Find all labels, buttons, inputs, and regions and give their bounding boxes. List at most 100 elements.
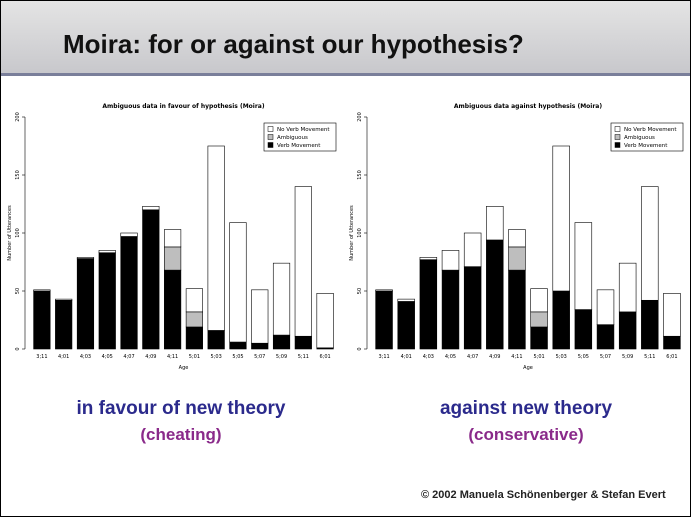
bar	[397, 298, 415, 302]
y-tick-label: 200	[15, 112, 21, 122]
legend-swatch	[267, 142, 274, 148]
x-tick-label: 4;05	[445, 354, 456, 360]
bar	[55, 298, 73, 301]
bar	[641, 299, 659, 350]
x-tick-label: 5;09	[276, 354, 287, 360]
y-axis-label: Number of Utterances	[7, 205, 13, 261]
y-tick-label: 0	[15, 347, 21, 350]
legend-label: No Verb Movement	[624, 127, 677, 133]
bar	[530, 311, 548, 328]
bar	[251, 289, 269, 344]
x-tick-label: 5;01	[189, 354, 200, 360]
bar	[164, 246, 182, 271]
chart-title: Ambiguous data against hypothesis (Moira…	[454, 103, 602, 110]
bar	[33, 290, 51, 350]
bar	[185, 326, 203, 350]
y-tick-label: 50	[357, 288, 363, 294]
legend-label: No Verb Movement	[277, 127, 330, 133]
bar	[552, 145, 570, 292]
y-tick-label: 200	[357, 112, 363, 122]
x-tick-label: 3;11	[36, 354, 47, 360]
legend-label: Verb Movement	[277, 143, 321, 149]
y-tick-label: 150	[15, 170, 21, 180]
bar	[574, 222, 593, 310]
legend-swatch	[267, 126, 274, 132]
legend-swatch	[267, 134, 274, 140]
bar	[98, 250, 116, 254]
legend-label: Ambiguous	[277, 135, 308, 141]
bar	[316, 293, 334, 349]
bar	[618, 311, 637, 350]
bar	[508, 269, 526, 350]
bar	[441, 269, 460, 350]
bar	[596, 289, 615, 325]
bar	[142, 206, 160, 211]
x-axis-label: Age	[179, 365, 189, 371]
bar	[207, 145, 225, 331]
bar	[530, 326, 548, 350]
bar	[229, 341, 247, 350]
x-tick-label: 4;07	[123, 354, 134, 360]
x-tick-label: 4;09	[489, 354, 500, 360]
y-tick-label: 100	[357, 228, 363, 238]
y-tick-label: 50	[15, 288, 21, 294]
bar	[596, 324, 615, 350]
legend-label: Verb Movement	[624, 143, 668, 149]
bar	[641, 186, 659, 301]
bar	[574, 309, 593, 350]
x-tick-label: 5;11	[644, 354, 655, 360]
bar	[185, 311, 203, 328]
footer: © 2002 Manuela Schönenberger & Stefan Ev…	[421, 489, 666, 501]
bar	[229, 222, 247, 343]
bar	[272, 262, 291, 336]
legend-box	[610, 122, 684, 152]
y-tick-label: 150	[357, 170, 363, 180]
bar	[419, 259, 438, 350]
bar	[441, 250, 460, 271]
bar	[508, 229, 526, 248]
bar	[76, 258, 95, 350]
bar	[98, 252, 116, 350]
bar	[463, 266, 482, 350]
bar	[55, 299, 73, 350]
x-tick-label: 4;01	[58, 354, 69, 360]
bar	[185, 288, 203, 313]
bar	[375, 289, 393, 292]
x-tick-label: 4;01	[401, 354, 412, 360]
bar	[486, 239, 504, 350]
x-tick-label: 4;11	[511, 354, 522, 360]
legend-label: Ambiguous	[624, 135, 655, 141]
x-tick-label: 4;11	[167, 354, 178, 360]
x-tick-label: 5;05	[578, 354, 589, 360]
x-tick-label: 6;01	[319, 354, 330, 360]
charts: Ambiguous data in favour of hypothesis (…	[7, 103, 684, 371]
y-tick-label: 0	[357, 347, 363, 350]
bar	[251, 342, 269, 350]
bar	[294, 335, 312, 350]
bar	[120, 232, 138, 237]
bar	[552, 290, 570, 350]
x-tick-label: 5;03	[211, 354, 222, 360]
x-axis-label: Age	[523, 365, 533, 371]
y-axis-label: Number of Utterances	[349, 205, 355, 261]
x-tick-label: 5;09	[622, 354, 633, 360]
x-tick-label: 4;05	[102, 354, 113, 360]
x-tick-label: 3;11	[378, 354, 389, 360]
x-tick-label: 4;03	[80, 354, 91, 360]
caption: in favour of new theory	[76, 398, 286, 419]
bar	[530, 288, 548, 313]
bar	[76, 257, 95, 259]
bar	[397, 301, 415, 350]
bar	[419, 257, 438, 260]
caption: against new theory	[439, 398, 613, 419]
x-tick-label: 5;03	[556, 354, 567, 360]
bar	[375, 290, 393, 350]
bar	[164, 229, 182, 248]
legend-swatch	[614, 126, 621, 132]
x-tick-label: 6;01	[666, 354, 677, 360]
caption-note: (conservative)	[468, 425, 584, 444]
x-tick-label: 4;07	[467, 354, 478, 360]
x-tick-label: 5;01	[533, 354, 544, 360]
x-tick-label: 5;05	[232, 354, 243, 360]
